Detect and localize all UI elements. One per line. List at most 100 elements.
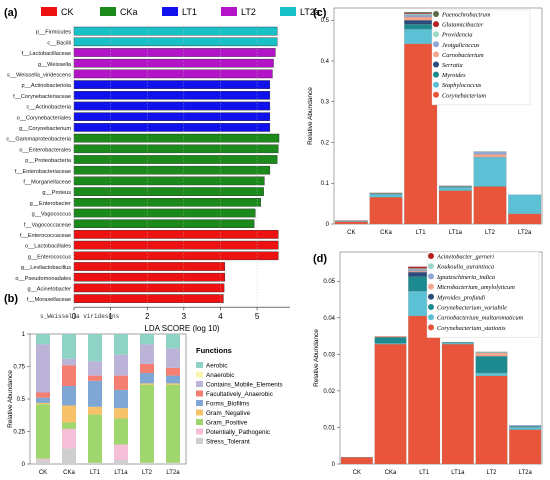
y-tick-label: 0.03 (323, 352, 335, 358)
stack-segment (88, 375, 102, 381)
lda-bar (73, 90, 271, 100)
stack-segment (166, 383, 180, 385)
lda-bar (73, 26, 278, 36)
stack-segment (140, 383, 154, 385)
stack-segment (334, 220, 368, 222)
legend-label: Facultatively_Anaerobic (206, 391, 273, 398)
bar-label: o__Enterobacterales (19, 147, 71, 153)
lda-bar (73, 272, 226, 282)
lda-bar (73, 144, 279, 154)
legend-label: Microbacterium_amylolyticum (436, 284, 515, 291)
stack-segment (408, 315, 441, 465)
stack-segment (369, 197, 403, 225)
stack-segment (36, 460, 50, 464)
panel-d-species-chart: (d) 0 0.01 0.02 0.03 0.04 0.05 Relative Abundan… (313, 251, 543, 476)
y-tick-label: 1 (22, 332, 26, 338)
stack-segment (36, 334, 50, 345)
stack-segment (88, 406, 102, 415)
legend-label: Staphylococcus (442, 82, 482, 89)
legend-label: LT2 (241, 7, 256, 17)
legend-marker (428, 273, 434, 280)
stack-segment (114, 444, 128, 461)
lda-bar (73, 123, 271, 132)
y-tick-label: 0 (332, 462, 336, 468)
legend-marker (433, 51, 439, 58)
x-tick-label: LT1a (114, 470, 128, 476)
lda-bar (73, 219, 255, 229)
y-tick-label: 0 (326, 222, 330, 228)
legend-swatch (100, 7, 116, 16)
legend-label: Gram_Positive (206, 420, 248, 427)
stack-segment (166, 348, 180, 368)
bar-label: s__Weissella_viridescens (7, 73, 71, 79)
stack-segment (114, 334, 128, 355)
stack-segment (441, 342, 474, 344)
legend-swatch (196, 428, 203, 435)
stack-segment (509, 429, 542, 465)
stack-segment (340, 457, 373, 465)
bar-label: o__Lactobacillales (25, 244, 71, 250)
legend-marker (428, 293, 434, 300)
stack-segment (114, 418, 128, 445)
legend-label: LT2a (300, 7, 320, 17)
stack-segment (140, 363, 154, 373)
y-tick-label: 0.2 (321, 140, 330, 146)
x-tick-label: LT2 (487, 470, 498, 476)
legend-label: CKa (120, 7, 138, 17)
legend-marker (433, 11, 439, 17)
bar-label: c__Gammaproteobacteria (6, 137, 72, 143)
x-tick-label: LT2a (519, 470, 533, 476)
stack-segment (374, 335, 407, 338)
legend-marker (433, 31, 439, 38)
panel-label: (d) (313, 253, 327, 265)
y-axis-title: Relative Abundance (313, 329, 320, 387)
legend-swatch (196, 400, 203, 406)
bar-label: f__Corynebacteriaceae (13, 94, 71, 100)
x-tick-label: LT2a (518, 230, 532, 236)
stack-segment (473, 186, 507, 225)
legend-box (431, 9, 531, 106)
stack-segment (508, 194, 542, 214)
y-tick-label: 0.75 (13, 365, 25, 371)
legend-marker (428, 263, 434, 270)
x-tick-label: LT1a (449, 230, 463, 236)
stack-segment (114, 460, 128, 464)
bar-label: p__Firmicutes (36, 30, 71, 36)
lda-bar (73, 197, 261, 207)
legend-swatch (221, 7, 237, 16)
legend-marker (428, 324, 434, 331)
legend-marker (433, 41, 439, 48)
stack-segment (36, 402, 50, 405)
lda-bar (73, 187, 264, 196)
y-tick-label: 0.04 (323, 316, 335, 322)
stack-segment (62, 422, 76, 429)
panel-label: (c) (313, 7, 327, 19)
legend-marker (433, 21, 439, 28)
stack-segment (369, 194, 403, 198)
stack-segment (114, 375, 128, 390)
legend-swatch (196, 438, 203, 444)
stack-segment (475, 375, 508, 465)
lda-bar (73, 101, 271, 111)
panel-title: s_Weissella viridesens (40, 313, 120, 320)
bar-label: g__Vagococcus (32, 212, 72, 218)
lda-bar (73, 133, 280, 143)
stack-segment (166, 334, 180, 349)
lda-bar (73, 240, 279, 250)
legend-label: Potentially_Pathogenic (206, 429, 270, 436)
y-tick-label: 0.1 (321, 181, 330, 187)
legend-marker (428, 253, 434, 259)
legend-label: Corynebacterium_stationis (437, 325, 506, 332)
legend-label: Paenochrobactrum (441, 12, 491, 19)
legend-label: Koukoulia_aurantiaca (436, 264, 494, 271)
stack-segment (166, 367, 180, 376)
legend-swatch (196, 390, 203, 397)
x-tick-label: LT2 (485, 230, 496, 236)
stack-segment (508, 213, 542, 225)
legend-title: Functions (196, 346, 232, 355)
legend-label: Gram_Negative (206, 410, 251, 417)
legend-label: Providencia (441, 32, 473, 39)
legend-label: Aerobic (206, 363, 227, 370)
stack-segment (62, 405, 76, 423)
